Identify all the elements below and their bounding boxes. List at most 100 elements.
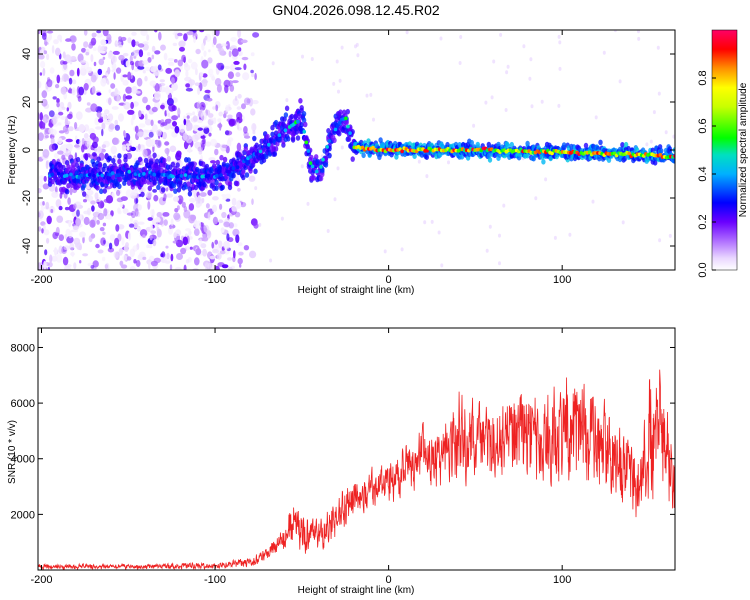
heatmap-cell	[137, 66, 145, 70]
heatmap-cell	[167, 57, 175, 62]
heatmap-cell	[212, 216, 218, 225]
heatmap-cell	[251, 198, 254, 205]
heatmap-cell	[171, 174, 175, 179]
heatmap-cell	[400, 149, 404, 154]
heatmap-cell	[145, 104, 151, 111]
x-tick-label: -100	[204, 274, 226, 286]
heatmap-cell	[66, 183, 71, 189]
heatmap-cell	[272, 151, 278, 157]
heatmap-cell	[201, 125, 209, 129]
heatmap-cell	[231, 80, 239, 84]
heatmap-cell	[192, 115, 198, 122]
heatmap-cell	[201, 161, 206, 167]
heatmap-cell	[61, 246, 67, 254]
heatmap-cell	[301, 54, 304, 59]
heatmap-cell	[217, 118, 222, 123]
heatmap-cell	[275, 141, 280, 147]
heatmap-cell	[299, 122, 304, 128]
heatmap-cell	[122, 208, 129, 215]
heatmap-cell	[237, 242, 243, 247]
heatmap-cell	[168, 226, 173, 235]
heatmap-cell	[212, 30, 215, 38]
heatmap-cell	[142, 41, 149, 45]
heatmap-cell	[67, 197, 71, 205]
heatmap-cell	[637, 30, 640, 34]
heatmap-cell	[210, 138, 218, 147]
heatmap-cell	[333, 127, 338, 132]
heatmap-cell	[38, 80, 42, 89]
heatmap-cell	[195, 48, 201, 55]
heatmap-cell	[241, 56, 249, 61]
heatmap-cell	[156, 184, 161, 191]
heatmap-cell	[167, 112, 170, 118]
heatmap-cell	[171, 115, 179, 121]
heatmap-cell	[122, 255, 128, 261]
heatmap-cell	[67, 101, 72, 110]
heatmap-cell	[41, 90, 48, 99]
heatmap-cell	[74, 152, 78, 160]
heatmap-cell	[80, 60, 87, 64]
heatmap-cell	[200, 111, 207, 121]
heatmap-cell	[142, 60, 149, 65]
heatmap-cell	[498, 233, 501, 238]
heatmap-cell	[224, 84, 229, 94]
heatmap-cell	[68, 230, 73, 239]
heatmap-cell	[175, 162, 180, 168]
heatmap-cell	[154, 83, 160, 92]
heatmap-cell	[165, 193, 174, 198]
heatmap-cell	[214, 265, 220, 270]
heatmap-cell	[91, 32, 97, 38]
heatmap-cell	[118, 44, 123, 49]
heatmap-cell	[244, 172, 250, 178]
heatmap-cell	[56, 171, 61, 176]
heatmap-cell	[254, 142, 259, 149]
heatmap-cell	[346, 136, 352, 142]
heatmap-cell	[142, 69, 146, 74]
heatmap-cell	[236, 106, 242, 110]
heatmap-cell	[188, 203, 195, 211]
heatmap-cell	[65, 188, 70, 195]
heatmap-cell	[148, 131, 154, 138]
heatmap-cell	[106, 80, 110, 85]
heatmap-cell	[254, 186, 258, 191]
heatmap-cell	[78, 86, 85, 96]
heatmap-cell	[148, 261, 151, 270]
heatmap-cell	[83, 216, 90, 226]
heatmap-cell	[235, 234, 240, 243]
heatmap-cell	[145, 66, 151, 72]
heatmap-cell	[69, 60, 73, 65]
heatmap-cell	[234, 95, 238, 101]
heatmap-cell	[103, 239, 106, 245]
heatmap-cell	[227, 169, 232, 174]
heatmap-cell	[75, 111, 83, 120]
heatmap-cell	[332, 81, 336, 86]
heatmap-cell	[487, 157, 493, 163]
heatmap-cell	[90, 265, 95, 269]
heatmap-cell	[92, 152, 97, 157]
heatmap-cell	[195, 220, 202, 230]
heatmap-cell	[63, 150, 71, 154]
heatmap-cell	[204, 163, 210, 170]
heatmap-cell	[179, 174, 184, 178]
y-tick-label: 40	[21, 48, 33, 60]
heatmap-cell	[136, 77, 143, 87]
heatmap-cell	[71, 175, 75, 180]
heatmap-cell	[295, 135, 301, 141]
heatmap-cell	[160, 44, 166, 51]
heatmap-cell	[63, 193, 68, 199]
heatmap-cell	[412, 153, 417, 159]
heatmap-cell	[345, 108, 350, 115]
heatmap-cell	[170, 161, 176, 168]
heatmap-cell	[129, 217, 134, 223]
heatmap-cell	[627, 151, 631, 156]
heatmap-cell	[69, 172, 73, 177]
colorbar-tick-label: 0.6	[697, 118, 709, 133]
heatmap-cell	[173, 212, 181, 221]
heatmap-cell	[189, 246, 193, 250]
heatmap-cell	[99, 227, 105, 232]
heatmap-cell	[43, 229, 50, 236]
heatmap-cell	[147, 154, 152, 158]
heatmap-cell	[190, 161, 195, 167]
y-tick-label: 8000	[11, 342, 35, 354]
heatmap-cell	[326, 128, 331, 134]
